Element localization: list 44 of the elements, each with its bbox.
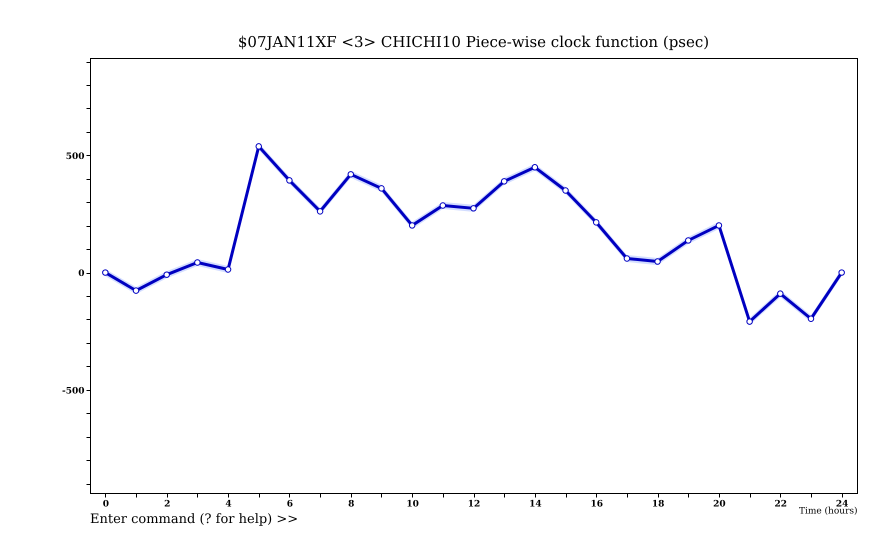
- x-tick-label: 14: [529, 500, 542, 510]
- point: [194, 259, 201, 266]
- point: [163, 271, 170, 278]
- point: [685, 237, 692, 244]
- text: Enter command (? for help) >>: [90, 512, 298, 527]
- x-axis-title: Time (hours): [798, 506, 858, 516]
- x-tick-label: 4: [225, 500, 232, 510]
- point: [500, 178, 508, 185]
- point: [716, 222, 722, 229]
- point: [224, 266, 232, 273]
- point: [440, 202, 446, 209]
- x-tick-label: 22: [774, 500, 788, 510]
- point: [532, 164, 538, 171]
- x-tick-label: 2: [164, 500, 170, 510]
- x-tick-label: 10: [406, 500, 419, 510]
- point: [777, 290, 784, 297]
- chart-title: $07JAN11XF <3> CHICHI10 Piece-wise clock function (psec): [238, 33, 710, 51]
- point: [654, 258, 661, 265]
- y-tick-label: -500: [62, 386, 84, 396]
- y-tick-label: 0: [78, 269, 84, 280]
- point: [562, 187, 569, 194]
- x-tick-label: 0: [102, 500, 109, 510]
- x-tick-label: 6: [286, 500, 294, 510]
- x-tick-label: 8: [348, 500, 354, 510]
- x-tick-label: 20: [713, 500, 726, 510]
- point: [746, 318, 753, 325]
- point: [256, 143, 262, 150]
- x-tick-label: 24: [836, 500, 848, 510]
- point: [838, 269, 845, 276]
- point: [348, 171, 354, 178]
- point: [316, 208, 324, 215]
- point: [408, 222, 416, 229]
- point: [378, 185, 385, 192]
- point: [592, 219, 600, 226]
- point: [808, 316, 814, 322]
- point: [286, 177, 293, 184]
- x-tick-label: 12: [468, 500, 480, 510]
- x-tick-label: 16: [590, 500, 603, 510]
- point: [470, 205, 477, 212]
- point: [102, 269, 109, 276]
- point: [132, 287, 140, 294]
- point: [624, 255, 630, 262]
- x-tick-label: 18: [652, 500, 664, 510]
- y-tick-label: 500: [66, 152, 84, 162]
